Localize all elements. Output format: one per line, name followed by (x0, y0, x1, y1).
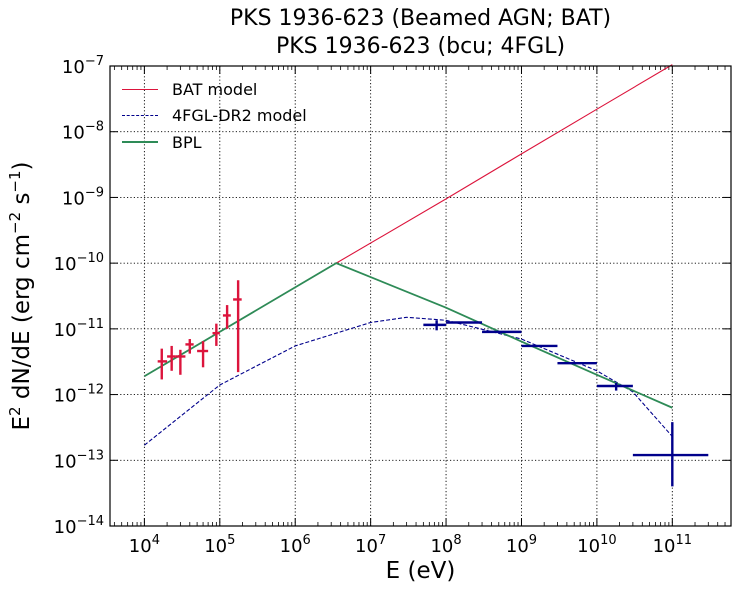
legend-label: 4FGL-DR2 model (172, 106, 307, 126)
legend-swatch (122, 141, 158, 144)
series-line-4fgl-dr2-model (144, 316, 673, 446)
data-point-errorbar (423, 320, 447, 331)
x-axis-label: E (eV) (385, 558, 456, 584)
chart-title-line2: PKS 1936-623 (bcu; 4FGL) (275, 34, 566, 59)
y-tick-label: 10−11 (54, 317, 104, 341)
tick-labels: 104 105 106 107 108 109 1010 1011 10−14 10−13 10−1… (54, 54, 692, 557)
series-layer (143, 64, 673, 446)
y-tick-label: 10−7 (62, 54, 104, 78)
data-point-errorbar (197, 341, 209, 368)
y-tick-label: 10−9 (62, 185, 104, 209)
x-tick-label: 109 (506, 533, 537, 557)
x-tick-label: 105 (204, 533, 235, 557)
legend-item: BPL (122, 129, 307, 156)
data-point-errorbar (596, 382, 633, 391)
legend-item: 4FGL-DR2 model (122, 103, 307, 130)
y-tick-label: 10−10 (54, 251, 104, 275)
legend-swatch (122, 115, 158, 117)
y-axis-label: E2 dN/dE (erg cm−2 s−1) (6, 161, 35, 431)
data-point-errorbar (175, 349, 186, 375)
axis-ticks (110, 65, 731, 527)
legend-item: BAT model (122, 76, 307, 103)
plot-frame (109, 65, 732, 527)
x-tick-label: 1011 (653, 533, 692, 557)
x-tick-label: 1010 (577, 533, 616, 557)
data-point-errorbar (222, 305, 231, 329)
x-tick-label: 106 (280, 533, 311, 557)
series-line-bpl (143, 262, 673, 409)
errorbar-layer (157, 280, 709, 487)
x-tick-label: 107 (355, 533, 386, 557)
legend-label: BPL (172, 132, 202, 152)
y-tick-label: 10−13 (54, 448, 104, 472)
x-tick-label: 104 (129, 533, 160, 557)
y-tick-label: 10−8 (62, 120, 104, 144)
data-point-errorbar (212, 323, 220, 346)
data-point-errorbar (185, 339, 194, 354)
x-tick-label: 108 (430, 533, 461, 557)
y-tick-label: 10−12 (54, 383, 104, 407)
legend: BAT model 4FGL-DR2 model BPL (122, 76, 307, 156)
data-point-errorbar (233, 280, 242, 373)
legend-label: BAT model (172, 79, 258, 99)
legend-swatch (122, 88, 158, 90)
data-point-errorbar (632, 422, 709, 487)
chart-title-line1: PKS 1936-623 (Beamed AGN; BAT) (229, 6, 612, 31)
data-point-errorbar (167, 345, 176, 371)
data-point-errorbar (157, 348, 168, 380)
y-tick-label: 10−14 (54, 514, 104, 538)
